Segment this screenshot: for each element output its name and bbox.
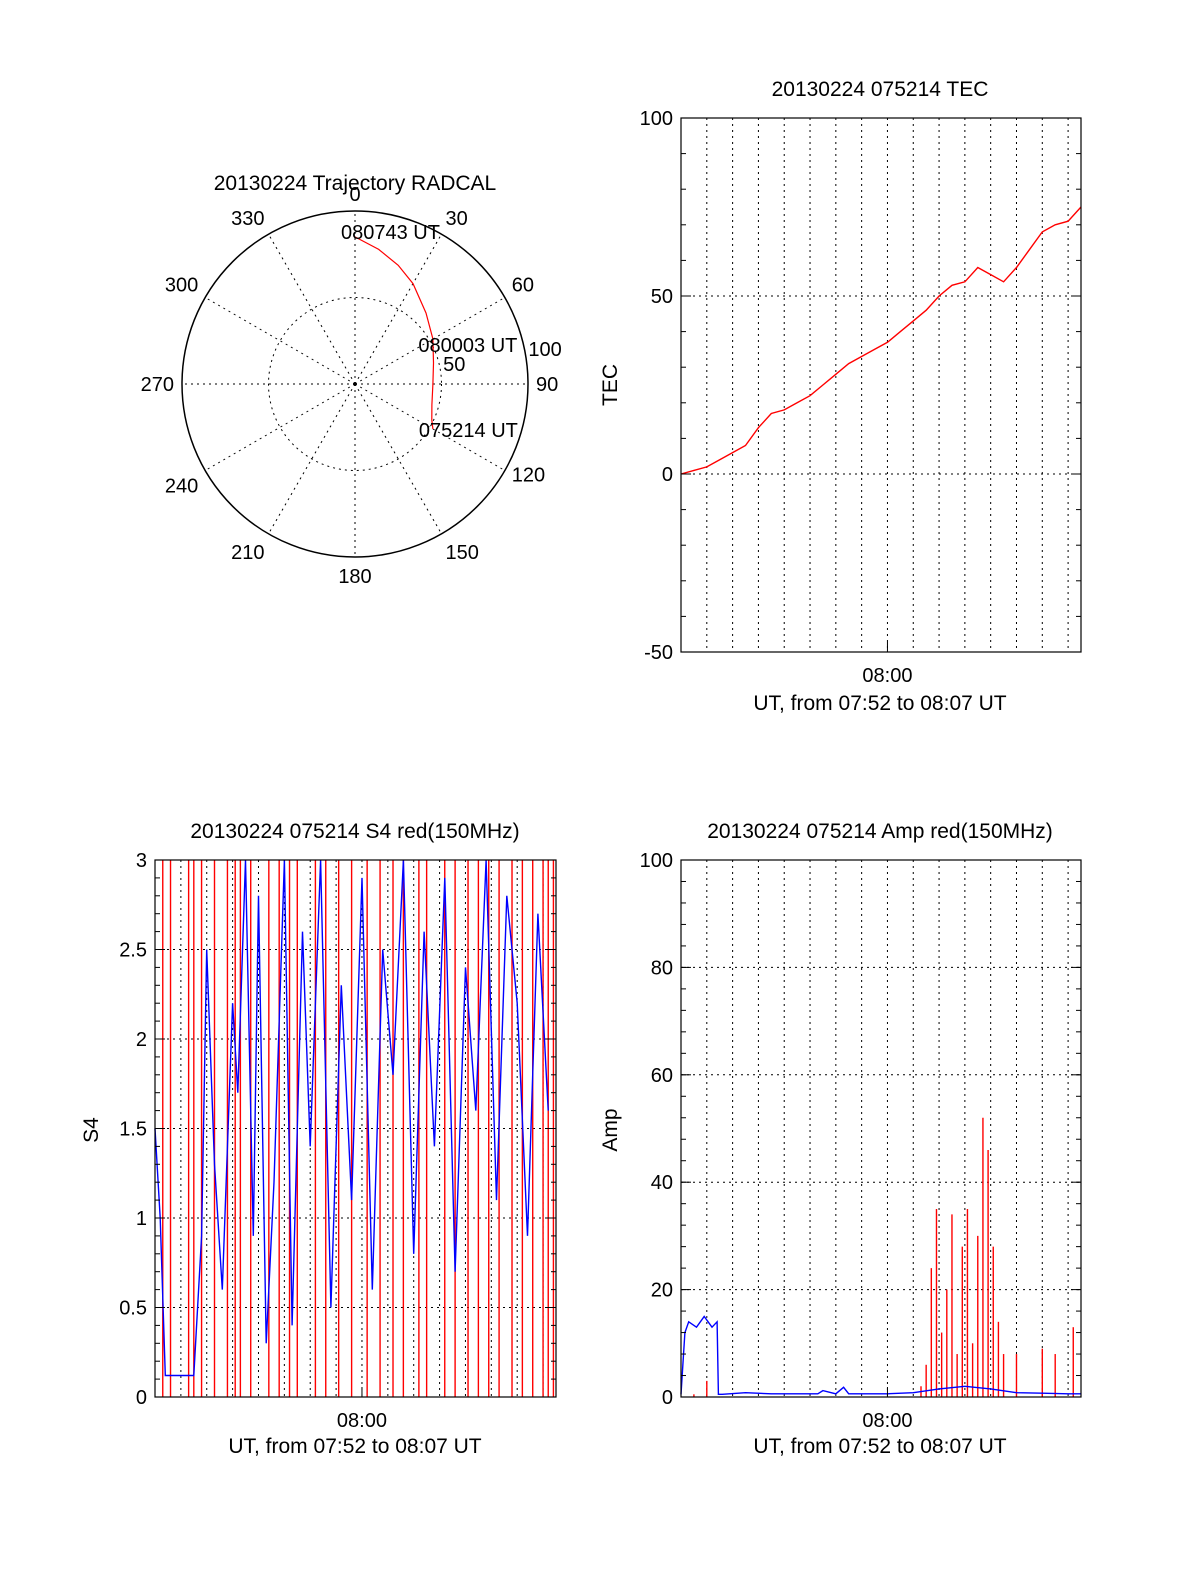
tec-ylabel: TEC [599,364,622,406]
polar-angle-label: 30 [446,208,468,230]
polar-angle-label: 180 [338,566,371,588]
y-tick-label: 0 [662,1387,673,1409]
amp-ylabel: Amp [599,1108,622,1151]
s4-series [154,859,555,1397]
trajectory-line [354,236,435,430]
amp-ticks: 0 20 40 60 80 100 08:00 [640,850,1081,1432]
polar-angle-label: 330 [231,208,264,230]
tec-series [680,206,1082,475]
s4-ylabel: S4 [80,1117,103,1143]
y-tick-label: 0.5 [119,1298,147,1320]
tec-title: 20130224 075214 TEC [772,78,989,101]
tec-frame [680,117,1082,653]
y-tick-label: 100 [640,108,673,130]
amp-title: 20130224 075214 Amp red(150MHz) [707,820,1053,843]
polar-angle-label: 270 [141,374,174,396]
y-tick-label: 20 [651,1280,673,1302]
s4-ticks: 0 0.5 1 1.5 2 2.5 3 08:00 [119,850,556,1432]
trajectory-annotation: 080743 UT [341,222,440,244]
polar-spoke [354,233,442,385]
y-tick-label: 1.5 [119,1119,147,1141]
polar-ring [268,297,442,471]
polar-spoke [268,233,356,385]
y-tick-label: 50 [651,286,673,308]
polar-angle-label: 300 [165,275,198,297]
polar-title: 20130224 Trajectory RADCAL [214,172,497,195]
polar-angle-labels: 0 30 60 90 120 150 180 210 240 270 300 330 [141,184,559,588]
s4-grid [155,860,556,1397]
polar-angle-label: 240 [165,476,198,498]
polar-radius-label: 100 [528,339,561,361]
polar-spoke [204,297,356,385]
tec-panel: 20130224 075214 TEC -50 0 50 100 08:00 UT, f… [599,78,1082,715]
s4-panel: 20130224 075214 S4 red(150MHz) 0 0.5 1 1.5 2… [80,820,557,1458]
s4-title: 20130224 075214 S4 red(150MHz) [190,820,519,843]
y-tick-label: 0 [136,1387,147,1409]
y-tick-label: 2 [136,1029,147,1051]
polar-angle-label: 210 [231,542,264,564]
tec-grid [681,118,1081,652]
polar-spoke [354,383,442,535]
x-tick-label: 08:00 [337,1410,387,1432]
s4-xlabel: UT, from 07:52 to 08:07 UT [228,1435,481,1458]
y-tick-label: 100 [640,850,673,872]
amp-frame [680,859,1082,1398]
polar-angle-label: 150 [446,542,479,564]
polar-panel: 20130224 Trajectory RADCAL 0 30 60 90 120 150… [141,172,562,588]
polar-outer-circle [181,210,529,558]
y-tick-label: 0 [662,464,673,486]
polar-grid [182,211,528,557]
y-tick-label: 80 [651,957,673,979]
polar-angle-label: 0 [349,184,360,206]
y-tick-label: 60 [651,1065,673,1087]
trajectory-annotations: 080743 UT 080003 UT 075214 UT [341,222,518,442]
polar-radius-label: 50 [443,354,465,376]
polar-spoke [354,297,506,385]
series-2-line [154,859,549,1377]
polar-spoke [204,383,356,471]
polar-spoke [268,383,356,535]
amp-series [680,1117,1081,1397]
series-1-line [680,206,1082,475]
trajectory-annotation: 080003 UT [418,335,517,357]
trajectory-annotation: 075214 UT [419,420,518,442]
y-tick-label: 40 [651,1172,673,1194]
amp-xlabel: UT, from 07:52 to 08:07 UT [753,1435,1006,1458]
x-tick-label: 08:00 [862,665,912,687]
y-tick-label: 2.5 [119,940,147,962]
polar-angle-label: 120 [512,465,545,487]
x-tick-label: 08:00 [862,1410,912,1432]
y-tick-label: 3 [136,850,147,872]
tec-xlabel: UT, from 07:52 to 08:07 UT [753,692,1006,715]
series-2-line [680,1315,1081,1395]
tec-ticks: -50 0 50 100 08:00 [640,108,1081,687]
amp-panel: 20130224 075214 Amp red(150MHz) 0 20 40 60 8… [599,820,1082,1458]
polar-spoke [354,383,506,471]
polar-angle-label: 90 [536,374,558,396]
polar-angle-label: 60 [512,275,534,297]
amp-grid [681,860,1081,1397]
polar-radius-labels: 50 100 [443,339,562,376]
y-tick-label: 1 [136,1208,147,1230]
y-tick-label: -50 [644,642,673,664]
